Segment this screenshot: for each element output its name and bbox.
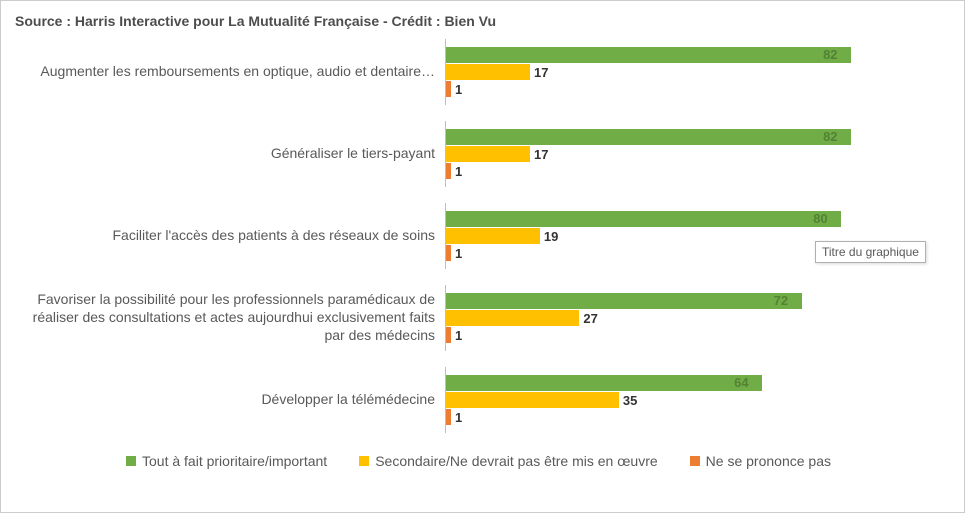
bar-value-label: 72 [774,293,928,309]
bar-value-label: 35 [623,393,637,408]
bar-group: 82 17 1 [445,39,940,105]
chart-row: Favoriser la possibilité pour les profes… [15,285,940,351]
bar-wrap: 82 [446,47,940,63]
bar [446,409,451,425]
bar-value-label: 19 [544,229,558,244]
bar-wrap: 64 [446,375,940,391]
bar-wrap: 1 [446,409,940,425]
bar-value-label: 1 [455,246,462,261]
bar-value-label: 82 [823,47,928,63]
legend-item: Secondaire/Ne devrait pas être mis en œu… [359,453,657,469]
bar [446,310,579,326]
bar [446,375,762,391]
bar-value-label: 1 [455,410,462,425]
chart-row: Faciliter l'accès des patients à des rés… [15,203,940,269]
legend-swatch [126,456,136,466]
category-label: Développer la télémédecine [15,391,445,409]
bar-value-label: 17 [534,147,548,162]
bar [446,81,451,97]
bar [446,245,451,261]
category-label: Faciliter l'accès des patients à des rés… [15,227,445,245]
bar-wrap: 17 [446,64,940,80]
bar-value-label: 1 [455,328,462,343]
bar-value-label: 1 [455,164,462,179]
bar [446,64,530,80]
bar-value-label: 64 [734,375,928,391]
bar-value-label: 80 [813,211,928,227]
chart-legend: Tout à fait prioritaire/important Seconda… [9,453,948,469]
bar [446,392,619,408]
category-label: Augmenter les remboursements en optique,… [15,63,445,81]
bar-wrap: 1 [446,81,940,97]
bar-wrap: 80 [446,211,940,227]
legend-item: Tout à fait prioritaire/important [126,453,327,469]
legend-label: Tout à fait prioritaire/important [142,453,327,469]
category-label: Favoriser la possibilité pour les profes… [15,291,445,345]
bar-group: 82 17 1 [445,121,940,187]
legend-swatch [690,456,700,466]
bar-group: 72 27 1 [445,285,940,351]
bar-wrap: 17 [446,146,940,162]
bar-value-label: 17 [534,65,548,80]
bar-wrap: 1 [446,327,940,343]
bar-wrap: 82 [446,129,940,145]
bar [446,47,851,63]
chart-row: Développer la télémédecine 64 35 1 [15,367,940,433]
bar-value-label: 27 [583,311,597,326]
source-credit: Source : Harris Interactive pour La Mutu… [15,13,948,29]
bar [446,211,841,227]
bar [446,228,540,244]
chart-title-tooltip: Titre du graphique [815,241,926,263]
bar [446,293,802,309]
legend-label: Secondaire/Ne devrait pas être mis en œu… [375,453,657,469]
legend-label: Ne se prononce pas [706,453,831,469]
tooltip-text: Titre du graphique [822,245,919,259]
bar-value-label: 82 [823,129,928,145]
bar-wrap: 35 [446,392,940,408]
bar [446,327,451,343]
chart-row: Augmenter les remboursements en optique,… [15,39,940,105]
chart-row: Généraliser le tiers-payant 82 17 1 [15,121,940,187]
category-label: Généraliser le tiers-payant [15,145,445,163]
legend-item: Ne se prononce pas [690,453,831,469]
bar-wrap: 27 [446,310,940,326]
plot-body: Augmenter les remboursements en optique,… [15,39,940,449]
bar-value-label: 1 [455,82,462,97]
bar-wrap: 1 [446,163,940,179]
bar [446,146,530,162]
bar-wrap: 72 [446,293,940,309]
legend-swatch [359,456,369,466]
chart-container: Source : Harris Interactive pour La Mutu… [0,0,965,513]
bar [446,129,851,145]
bar-group: 64 35 1 [445,367,940,433]
bar [446,163,451,179]
